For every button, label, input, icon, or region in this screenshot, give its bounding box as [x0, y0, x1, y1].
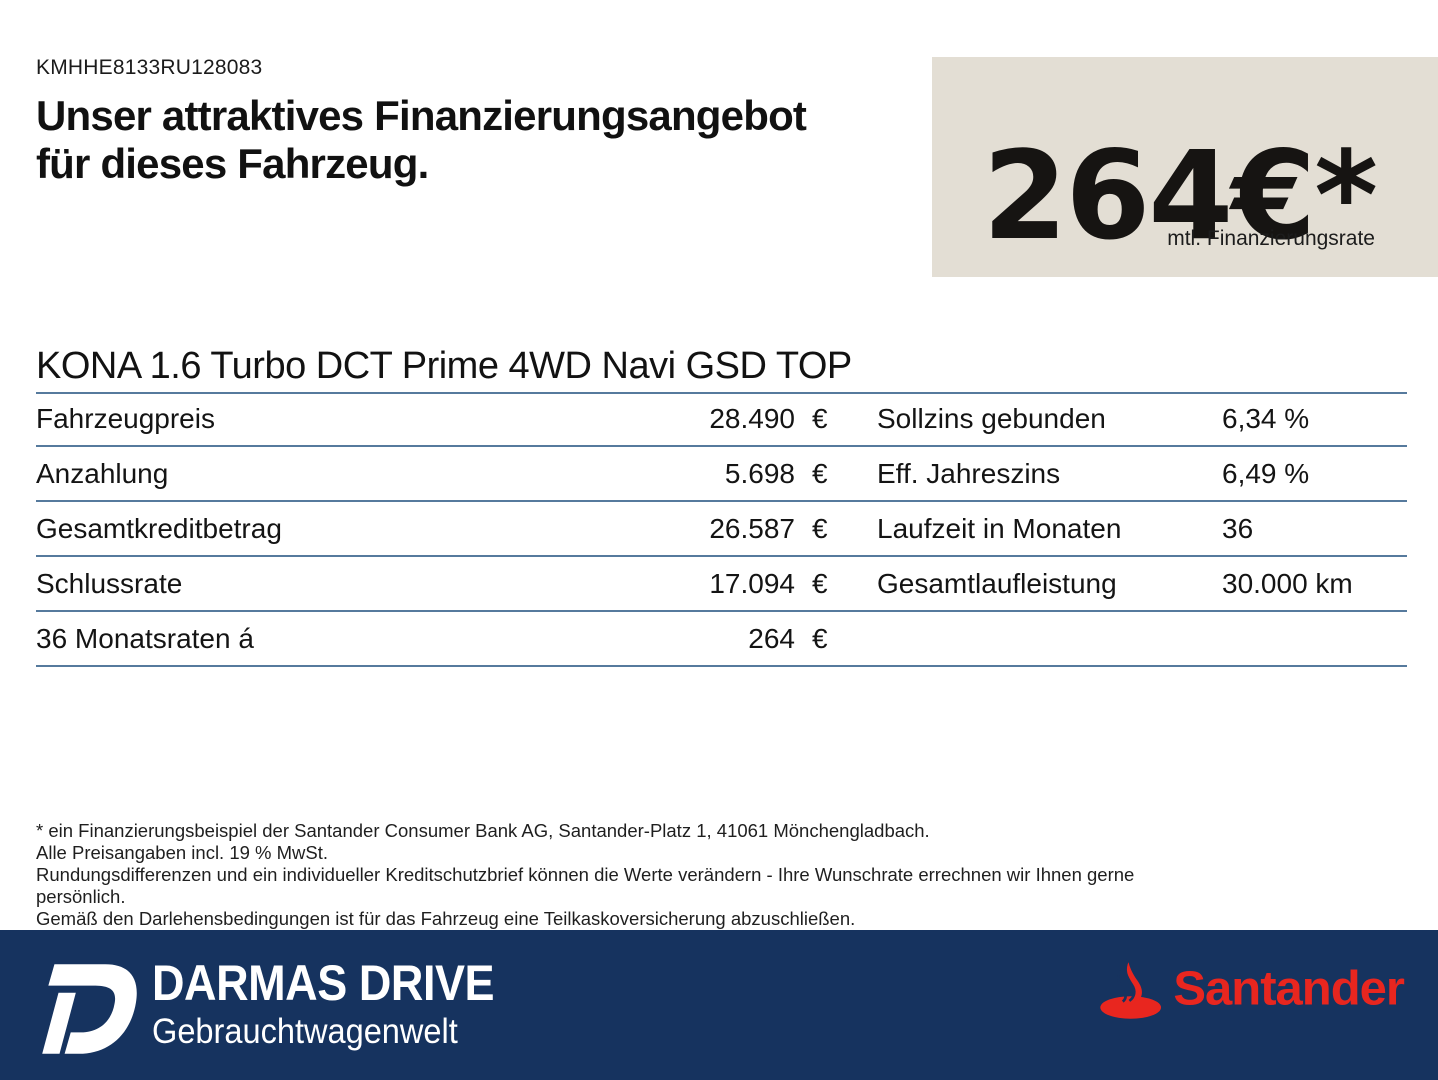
table-row: Anzahlung 5.698 € Eff. Jahreszins 6,49 %	[36, 447, 1407, 502]
finance-table: Fahrzeugpreis 28.490 € Sollzins gebunden…	[36, 392, 1407, 667]
finance-label: Laufzeit in Monaten	[877, 512, 1122, 544]
finance-label: Anzahlung	[36, 457, 169, 489]
footer: DARMAS DRIVE Gebrauchtwagenwelt Santande…	[0, 930, 1438, 1080]
table-row: Gesamtkreditbetrag 26.587 € Laufzeit in …	[36, 502, 1407, 557]
darmas-drive-logo-icon	[42, 964, 137, 1054]
finance-label: Fahrzeugpreis	[36, 402, 215, 434]
santander-wordmark: Santander	[1173, 962, 1405, 1016]
finance-value: 26.587	[709, 512, 795, 544]
finance-value: 6,34 %	[1222, 402, 1310, 434]
finance-value: 5.698	[724, 457, 795, 489]
finance-value: 30.000 km	[1222, 567, 1353, 599]
finance-value: 36	[1222, 512, 1254, 544]
finance-value: 17.094	[709, 567, 795, 599]
dealer-subtitle: Gebrauchtwagenwelt	[152, 1012, 458, 1051]
euro-sign: €	[812, 402, 828, 434]
euro-sign: €	[812, 622, 828, 654]
santander-flame-icon	[1100, 959, 1162, 1019]
finance-label: Gesamtkreditbetrag	[36, 512, 282, 544]
page-title-line1: Unser attraktives Finanzierungsangebot	[36, 92, 807, 139]
finance-label: Schlussrate	[36, 567, 183, 599]
table-row: Fahrzeugpreis 28.490 € Sollzins gebunden…	[36, 392, 1407, 447]
monthly-rate-box: 264€* mtl. Finanzierungsrate	[932, 57, 1438, 277]
disclaimer-line: Gemäß den Darlehensbedingungen ist für d…	[36, 908, 856, 929]
monthly-rate-caption: mtl. Finanzierungsrate	[1167, 227, 1375, 250]
finance-label: Gesamtlaufleistung	[877, 567, 1117, 599]
euro-sign: €	[812, 457, 828, 489]
table-row: Schlussrate 17.094 € Gesamtlaufleistung …	[36, 557, 1407, 612]
finance-value: 6,49 %	[1222, 457, 1310, 489]
euro-sign: €	[812, 512, 828, 544]
finance-label: Eff. Jahreszins	[877, 457, 1061, 489]
page-title-line2: für dieses Fahrzeug.	[36, 140, 429, 187]
finance-value: 264	[748, 622, 795, 654]
euro-sign: €	[812, 567, 828, 599]
dealer-name: DARMAS DRIVE	[152, 955, 495, 1011]
monthly-rate-amount: 264€*	[982, 125, 1378, 267]
vehicle-title: KONA 1.6 Turbo DCT Prime 4WD Navi GSD TO…	[36, 346, 1407, 394]
disclaimer-line: Alle Preisangaben incl. 19 % MwSt.	[36, 842, 329, 863]
page-title: Unser attraktives Finanzierungsangebot f…	[36, 92, 807, 188]
finance-label: 36 Monatsraten á	[36, 622, 254, 654]
disclaimer-line: Rundungsdifferenzen und ein individuelle…	[36, 864, 1135, 907]
finance-value: 28.490	[709, 402, 795, 434]
disclaimer-line: * ein Finanzierungsbeispiel der Santande…	[36, 820, 930, 841]
finance-label: Sollzins gebunden	[877, 402, 1106, 434]
vin-number: KMHHE8133RU128083	[36, 56, 263, 79]
table-row: 36 Monatsraten á 264 €	[36, 612, 1407, 667]
santander-logo: Santander	[1099, 958, 1405, 1020]
